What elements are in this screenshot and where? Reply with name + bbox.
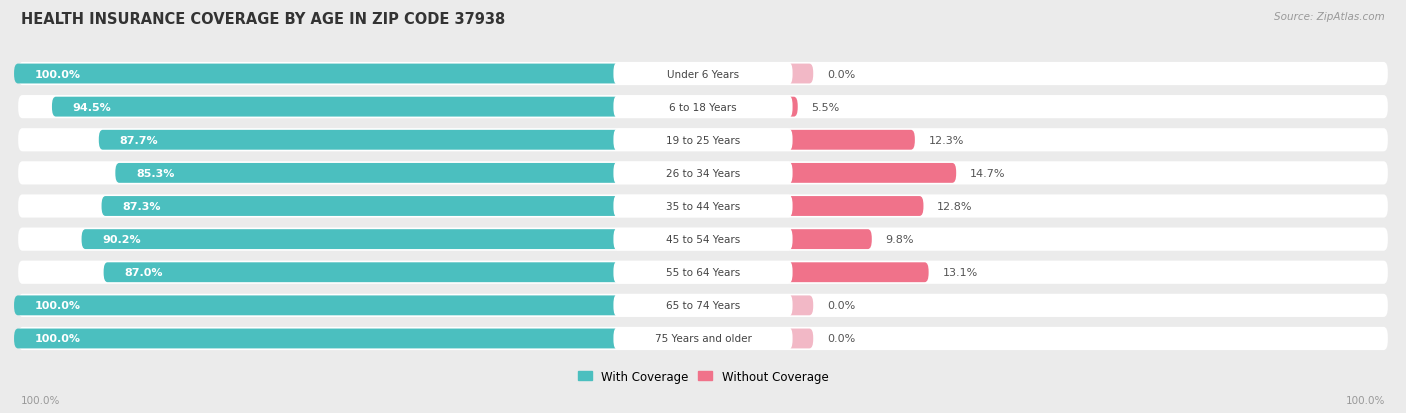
FancyBboxPatch shape bbox=[101, 197, 703, 216]
FancyBboxPatch shape bbox=[14, 329, 703, 349]
FancyBboxPatch shape bbox=[703, 131, 915, 150]
Text: 5.5%: 5.5% bbox=[811, 102, 839, 112]
Text: 9.8%: 9.8% bbox=[886, 235, 914, 244]
FancyBboxPatch shape bbox=[613, 96, 793, 119]
FancyBboxPatch shape bbox=[52, 97, 703, 117]
Text: 26 to 34 Years: 26 to 34 Years bbox=[666, 169, 740, 178]
FancyBboxPatch shape bbox=[18, 129, 1388, 152]
FancyBboxPatch shape bbox=[18, 96, 1388, 119]
FancyBboxPatch shape bbox=[613, 294, 793, 317]
Text: 45 to 54 Years: 45 to 54 Years bbox=[666, 235, 740, 244]
FancyBboxPatch shape bbox=[613, 129, 793, 152]
Text: HEALTH INSURANCE COVERAGE BY AGE IN ZIP CODE 37938: HEALTH INSURANCE COVERAGE BY AGE IN ZIP … bbox=[21, 12, 505, 27]
FancyBboxPatch shape bbox=[703, 64, 813, 84]
Text: Source: ZipAtlas.com: Source: ZipAtlas.com bbox=[1274, 12, 1385, 22]
FancyBboxPatch shape bbox=[703, 263, 928, 282]
FancyBboxPatch shape bbox=[18, 228, 1388, 251]
FancyBboxPatch shape bbox=[613, 328, 793, 350]
FancyBboxPatch shape bbox=[18, 261, 1388, 284]
FancyBboxPatch shape bbox=[18, 162, 1388, 185]
Text: 94.5%: 94.5% bbox=[73, 102, 111, 112]
FancyBboxPatch shape bbox=[703, 197, 924, 216]
Text: 100.0%: 100.0% bbox=[1346, 395, 1385, 405]
Text: 87.0%: 87.0% bbox=[124, 268, 163, 278]
FancyBboxPatch shape bbox=[703, 296, 813, 316]
FancyBboxPatch shape bbox=[18, 63, 1388, 86]
Text: 19 to 25 Years: 19 to 25 Years bbox=[666, 135, 740, 145]
FancyBboxPatch shape bbox=[613, 228, 793, 251]
FancyBboxPatch shape bbox=[98, 131, 703, 150]
Text: 0.0%: 0.0% bbox=[827, 301, 855, 311]
Text: 13.1%: 13.1% bbox=[942, 268, 977, 278]
FancyBboxPatch shape bbox=[703, 164, 956, 183]
FancyBboxPatch shape bbox=[14, 296, 703, 316]
Text: 87.7%: 87.7% bbox=[120, 135, 157, 145]
Text: 100.0%: 100.0% bbox=[35, 69, 80, 79]
Text: 55 to 64 Years: 55 to 64 Years bbox=[666, 268, 740, 278]
Text: Under 6 Years: Under 6 Years bbox=[666, 69, 740, 79]
Text: 65 to 74 Years: 65 to 74 Years bbox=[666, 301, 740, 311]
FancyBboxPatch shape bbox=[703, 97, 797, 117]
FancyBboxPatch shape bbox=[115, 164, 703, 183]
Text: 12.3%: 12.3% bbox=[928, 135, 965, 145]
FancyBboxPatch shape bbox=[613, 261, 793, 284]
Text: 35 to 44 Years: 35 to 44 Years bbox=[666, 202, 740, 211]
Text: 14.7%: 14.7% bbox=[970, 169, 1005, 178]
Text: 12.8%: 12.8% bbox=[938, 202, 973, 211]
FancyBboxPatch shape bbox=[14, 64, 703, 84]
Text: 90.2%: 90.2% bbox=[103, 235, 141, 244]
FancyBboxPatch shape bbox=[613, 195, 793, 218]
FancyBboxPatch shape bbox=[703, 329, 813, 349]
FancyBboxPatch shape bbox=[82, 230, 703, 249]
FancyBboxPatch shape bbox=[104, 263, 703, 282]
Legend: With Coverage, Without Coverage: With Coverage, Without Coverage bbox=[578, 370, 828, 383]
Text: 87.3%: 87.3% bbox=[122, 202, 160, 211]
FancyBboxPatch shape bbox=[613, 63, 793, 85]
FancyBboxPatch shape bbox=[18, 294, 1388, 317]
FancyBboxPatch shape bbox=[18, 327, 1388, 350]
Text: 100.0%: 100.0% bbox=[21, 395, 60, 405]
Text: 100.0%: 100.0% bbox=[35, 301, 80, 311]
Text: 100.0%: 100.0% bbox=[35, 334, 80, 344]
FancyBboxPatch shape bbox=[18, 195, 1388, 218]
FancyBboxPatch shape bbox=[703, 230, 872, 249]
Text: 6 to 18 Years: 6 to 18 Years bbox=[669, 102, 737, 112]
Text: 0.0%: 0.0% bbox=[827, 69, 855, 79]
Text: 0.0%: 0.0% bbox=[827, 334, 855, 344]
Text: 85.3%: 85.3% bbox=[136, 169, 174, 178]
Text: 75 Years and older: 75 Years and older bbox=[655, 334, 751, 344]
FancyBboxPatch shape bbox=[613, 162, 793, 185]
